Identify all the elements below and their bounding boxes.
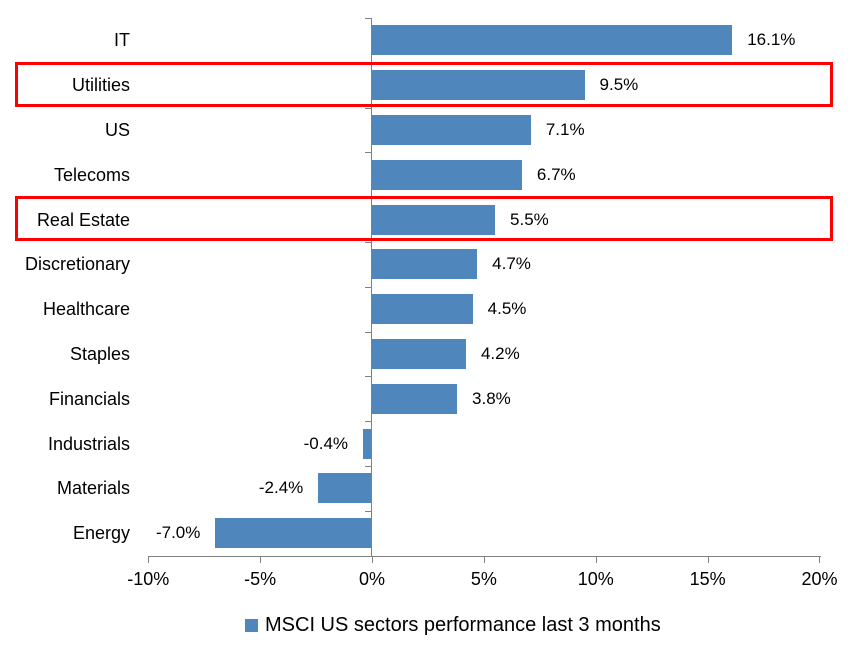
category-label: Real Estate <box>36 209 130 230</box>
legend: MSCI US sectors performance last 3 month… <box>245 614 661 637</box>
y-axis-tick <box>365 286 371 288</box>
category-label: Discretionary <box>24 254 130 275</box>
value-label: 5.5% <box>510 209 549 229</box>
x-axis-tick <box>707 557 709 563</box>
x-tick-label: -10% <box>127 569 170 589</box>
value-label: -2.4% <box>258 478 304 498</box>
bar-energy <box>215 518 372 549</box>
x-axis-line <box>148 556 821 557</box>
category-label: Utilities <box>71 75 130 96</box>
x-tick-label: 0% <box>358 569 385 589</box>
category-label: Energy <box>72 523 130 544</box>
bar-real-estate <box>372 204 496 235</box>
x-tick-label: 5% <box>470 569 497 589</box>
legend-series-label: MSCI US sectors performance last 3 month… <box>265 614 661 636</box>
value-label: -0.4% <box>303 433 349 453</box>
highlight-box-utilities <box>15 61 833 108</box>
category-label: US <box>104 120 130 140</box>
value-label: 7.1% <box>545 120 585 139</box>
y-axis-line <box>371 18 372 556</box>
x-tick-label: 20% <box>801 569 838 589</box>
x-axis-tick <box>819 557 821 563</box>
value-label: 3.8% <box>472 388 511 408</box>
value-label: 4.7% <box>492 254 531 274</box>
highlight-box-real-estate <box>15 196 833 242</box>
bar-industrials <box>363 428 372 459</box>
value-label: 4.2% <box>480 344 520 363</box>
x-axis-tick <box>372 557 373 563</box>
x-tick-label: 15% <box>689 569 726 589</box>
bar-healthcare <box>372 294 473 325</box>
x-axis-tick <box>148 557 150 563</box>
bar-it <box>372 25 733 56</box>
bar-discretionary <box>372 249 478 280</box>
y-axis-tick <box>365 18 371 19</box>
y-axis-tick <box>365 242 371 243</box>
y-axis-tick <box>365 107 371 109</box>
value-label: 4.5% <box>487 299 527 319</box>
y-axis-tick <box>365 152 371 154</box>
x-axis-tick <box>483 557 485 563</box>
bar-financials <box>372 383 458 414</box>
value-label: 9.5% <box>599 75 639 95</box>
x-axis-tick <box>260 557 262 563</box>
y-axis-tick <box>365 376 371 378</box>
bar-staples <box>372 339 466 369</box>
x-axis-tick <box>595 557 597 563</box>
y-axis-tick <box>365 331 371 333</box>
x-tick-label: 10% <box>577 569 614 589</box>
value-label: 16.1% <box>747 30 796 50</box>
y-axis-tick <box>365 466 371 467</box>
y-axis-tick <box>365 510 371 512</box>
category-label: IT <box>114 30 130 51</box>
bar-us <box>372 115 531 145</box>
category-label: Materials <box>56 478 130 499</box>
bar-telecoms <box>372 159 522 190</box>
category-label: Staples <box>69 344 130 364</box>
category-label: Financials <box>48 388 130 409</box>
x-tick-label: -5% <box>244 569 277 589</box>
category-label: Healthcare <box>42 299 130 320</box>
bar-utilities <box>372 70 585 101</box>
category-label: Telecoms <box>53 164 130 185</box>
category-label: Industrials <box>47 433 130 454</box>
value-label: -7.0% <box>155 523 201 543</box>
y-axis-tick <box>365 421 371 423</box>
bar-materials <box>318 473 372 504</box>
legend-series-swatch-icon <box>245 619 258 632</box>
value-label: 6.7% <box>536 164 576 184</box>
